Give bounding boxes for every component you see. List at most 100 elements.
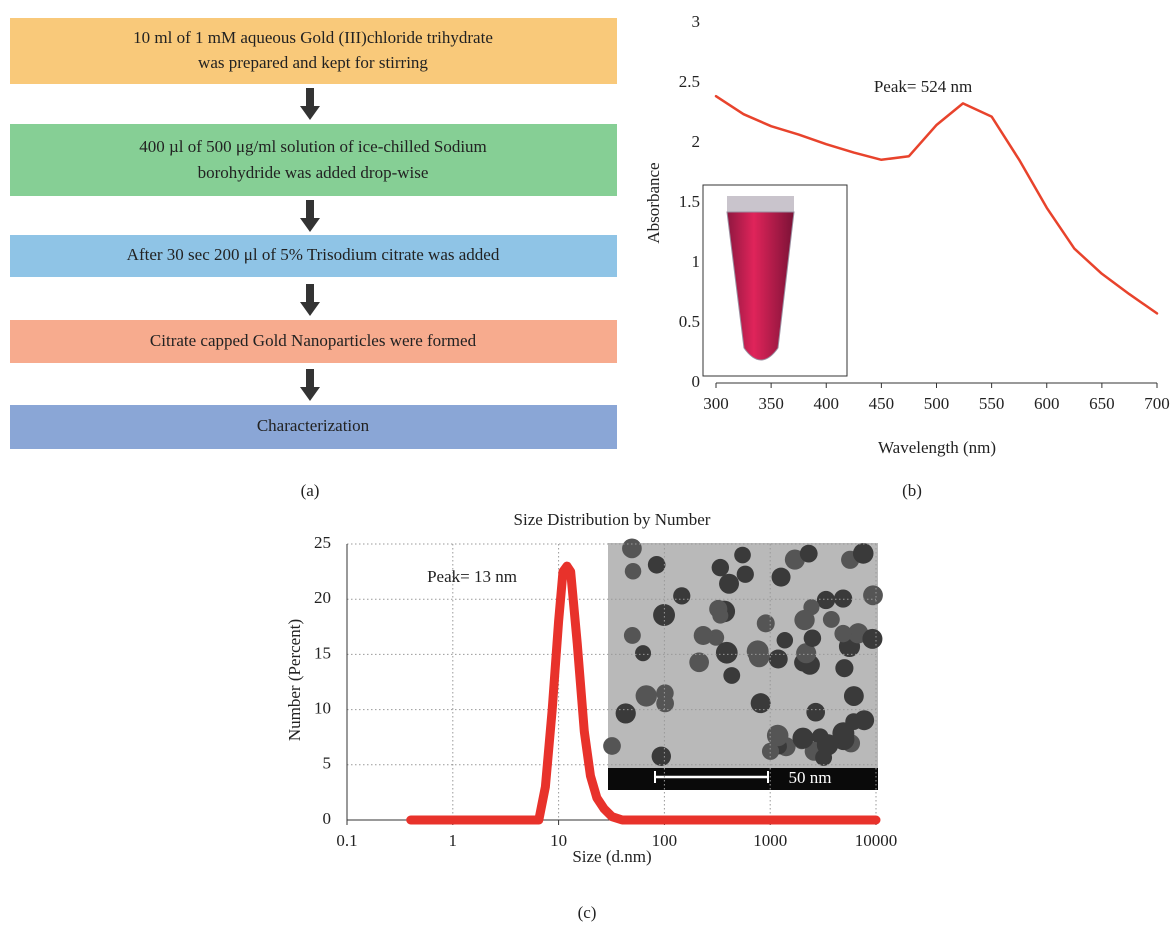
particle [794, 609, 815, 631]
panel-label: (a) [301, 481, 320, 500]
x-tick-label: 300 [703, 394, 729, 413]
y-axis-label: Number (Percent) [285, 619, 304, 741]
particle [746, 640, 769, 663]
y-tick-label: 25 [314, 533, 331, 552]
step-text: was prepared and kept for stirring [198, 53, 428, 72]
particle [723, 667, 741, 684]
particle [624, 563, 642, 580]
particle [761, 742, 780, 760]
chart-title: Size Distribution by Number [514, 510, 711, 529]
particle [771, 567, 791, 587]
particle [799, 544, 818, 563]
step-text: 10 ml of 1 mM aqueous Gold (III)chloride… [133, 28, 493, 47]
y-tick-label: 2 [692, 132, 701, 151]
particle [834, 624, 852, 643]
y-tick-label: 0 [692, 372, 701, 391]
y-tick-label: 0 [323, 809, 332, 828]
y-tick-label: 15 [314, 643, 331, 662]
particle [835, 659, 854, 678]
particle [651, 746, 671, 766]
flowchart: 10 ml of 1 mM aqueous Gold (III)chloride… [10, 18, 617, 500]
particle [635, 645, 652, 662]
step-text: borohydride was added drop-wise [198, 163, 429, 182]
particle [816, 590, 836, 610]
particle [776, 632, 794, 649]
data-line [714, 94, 1159, 315]
x-axis-label: Size (d.nm) [572, 847, 651, 866]
particle [615, 703, 636, 724]
panel-label: (b) [902, 481, 922, 500]
particle [863, 585, 883, 606]
tube-inset [702, 184, 848, 377]
particle [806, 702, 826, 722]
particle [803, 629, 822, 647]
particle [843, 686, 864, 706]
y-tick-label: 3 [692, 12, 701, 31]
y-tick-label: 1 [692, 252, 701, 271]
y-tick-label: 1.5 [679, 192, 700, 211]
particle [734, 546, 751, 564]
particle [623, 627, 641, 644]
particle [622, 538, 642, 559]
step-text: Citrate capped Gold Nanoparticles were f… [150, 331, 477, 350]
particle [796, 643, 817, 664]
particle [815, 749, 833, 766]
particle [689, 652, 709, 673]
tem-inset [603, 538, 883, 790]
y-tick-label: 20 [314, 588, 331, 607]
x-tick-label: 1000 [753, 831, 787, 850]
step-box [10, 18, 617, 84]
particle [653, 604, 675, 626]
arrows [300, 88, 320, 401]
particle [715, 641, 738, 664]
x-tick-label: 10000 [855, 831, 898, 850]
particle [603, 737, 621, 755]
x-tick-label: 400 [814, 394, 840, 413]
step-text: Characterization [257, 416, 370, 435]
y-tick-label: 10 [314, 699, 331, 718]
particle [852, 543, 874, 564]
particle [719, 573, 740, 594]
data-line [406, 561, 881, 825]
particle [673, 587, 691, 605]
particle [833, 589, 853, 608]
x-tick-label: 700 [1144, 394, 1170, 413]
particle [768, 649, 788, 669]
particle [862, 628, 883, 649]
particle [792, 727, 814, 749]
x-axis-label: Wavelength (nm) [878, 438, 996, 457]
annotation: Peak= 524 nm [874, 77, 972, 96]
particle [736, 565, 754, 583]
x-tick-label: 550 [979, 394, 1005, 413]
x-tick-label: 100 [652, 831, 678, 850]
x-tick-label: 0.1 [336, 831, 357, 850]
y-axis-label: Absorbance [644, 162, 663, 243]
particle [832, 722, 855, 745]
scale-label: 50 nm [789, 768, 832, 787]
step-box [10, 320, 617, 363]
x-tick-label: 350 [758, 394, 784, 413]
particle [822, 610, 840, 628]
x-tick-label: 650 [1089, 394, 1115, 413]
particle [693, 626, 713, 645]
particle [711, 558, 730, 577]
y-tick-label: 5 [323, 754, 332, 773]
step-box [10, 405, 617, 449]
step-text: After 30 sec 200 μl of 5% Trisodium citr… [127, 245, 500, 264]
particle [635, 685, 657, 707]
particle [647, 555, 666, 574]
x-tick-label: 1 [449, 831, 458, 850]
particle [766, 724, 789, 747]
step-text: 400 µl of 500 μg/ml solution of ice-chil… [139, 137, 487, 156]
step-box [10, 235, 617, 277]
x-tick-label: 600 [1034, 394, 1060, 413]
x-tick-label: 500 [924, 394, 950, 413]
particle [712, 607, 729, 624]
x-tick-label: 450 [869, 394, 895, 413]
particle [750, 693, 771, 714]
y-tick-label: 2.5 [679, 72, 700, 91]
particle [854, 710, 875, 731]
step-box [10, 124, 617, 196]
annotation: Peak= 13 nm [427, 567, 517, 586]
